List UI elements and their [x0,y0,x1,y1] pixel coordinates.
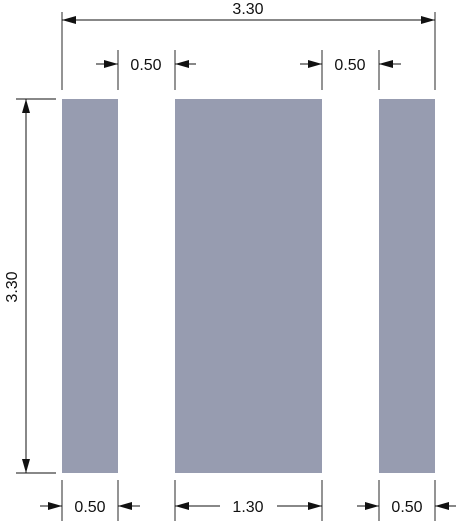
dim-label-gap-right: 0.50 [334,57,365,74]
dim-pad-left-width: 0.50 [40,480,140,521]
dim-label-overall-height: 3.30 [4,271,21,302]
dim-label-pad-left-width: 0.50 [74,499,105,516]
dim-pad-right-width: 0.50 [357,480,456,521]
dim-overall-width: 3.30 [61,1,436,90]
dim-label-pad-center-width: 1.30 [232,499,263,516]
dim-gap-right: 0.50 [300,50,401,90]
pad-right [379,99,435,473]
dim-gap-left: 0.50 [96,50,196,90]
dim-pad-center-width: 1.30 [174,480,323,521]
dim-label-gap-left: 0.50 [130,57,161,74]
pad-left [62,99,118,473]
dim-label-pad-right-width: 0.50 [391,499,422,516]
pad-center [175,99,322,473]
dim-label-overall-width: 3.30 [232,1,263,18]
dim-overall-height: 3.30 [4,98,56,474]
